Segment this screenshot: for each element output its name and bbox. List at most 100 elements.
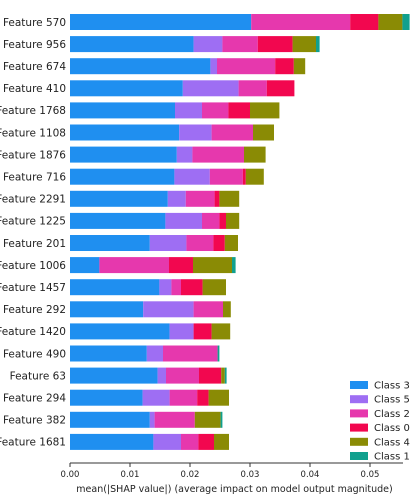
bar-segment-class-0-12: [169, 257, 193, 274]
bar-segment-class-4-17: [221, 367, 225, 384]
bar-segment-class-2-14: [193, 301, 223, 318]
bar-segment-class-5-3: [210, 58, 217, 75]
bar-segment-class-2-11: [186, 235, 214, 251]
bar-segment-class-5-13: [159, 279, 172, 296]
bar-segment-class-5-15: [169, 323, 194, 340]
bar-segment-class-4-18: [208, 389, 229, 406]
bar-segment-class-3-8: [70, 168, 175, 185]
bar-segment-class-0-2: [257, 36, 293, 53]
bar-segment-class-1-19: [220, 411, 223, 428]
bar-segment-class-1-2: [316, 36, 320, 53]
bar-segment-class-4-6: [253, 124, 274, 141]
category-label: Feature 292: [3, 304, 66, 316]
bar-segment-class-0-3: [275, 58, 294, 75]
bar-segment-class-5-18: [142, 389, 170, 406]
x-tick-label: 0.00: [61, 470, 80, 480]
bar-segment-class-0-4: [266, 80, 295, 97]
bar-segment-class-5-20: [153, 433, 181, 450]
bar-segment-class-5-17: [157, 367, 166, 384]
bar-segment-class-5-11: [149, 235, 187, 251]
legend-swatch: [350, 423, 368, 432]
bar-segment-class-4-3: [293, 58, 306, 75]
bar-segment-class-1-16: [217, 345, 220, 362]
bar-segment-class-2-17: [166, 367, 199, 384]
bar-segment-class-0-10: [219, 212, 226, 229]
legend-label: Class 3: [374, 381, 410, 392]
category-label: Feature 716: [3, 172, 66, 184]
bar-segment-class-2-5: [202, 102, 229, 119]
legend-label: Class 4: [374, 437, 410, 448]
bar-segment-class-5-14: [143, 301, 194, 318]
bar-segment-class-5-8: [174, 168, 210, 185]
x-tick-label: 0.03: [241, 470, 260, 480]
category-label: Feature 674: [3, 61, 66, 73]
category-label: Feature 1457: [0, 282, 66, 294]
bar-segment-class-3-7: [70, 146, 177, 163]
bar-segment-class-3-9: [70, 190, 168, 207]
bar-segment-class-2-16: [163, 345, 218, 362]
legend-label: Class 5: [374, 395, 410, 406]
bar-segment-class-4-8: [245, 168, 264, 185]
bar-segment-class-3-4: [70, 80, 183, 97]
category-label: Feature 294: [3, 393, 66, 405]
bar-segment-class-2-2: [222, 36, 258, 53]
legend-swatch: [350, 409, 368, 418]
legend-label: Class 2: [374, 409, 410, 420]
legend-swatch: [350, 395, 368, 404]
bar-segment-class-3-20: [70, 433, 154, 450]
bar-segment-class-1-12: [232, 257, 236, 274]
category-label: Feature 382: [3, 415, 66, 427]
bar-segment-class-4-19: [194, 411, 221, 428]
legend-label: Class 0: [374, 423, 410, 434]
bar-segment-class-4-2: [292, 36, 316, 53]
bar-segment-class-3-6: [70, 124, 180, 141]
x-tick-label: 0.02: [181, 470, 200, 480]
bar-segment-class-1-1: [402, 14, 410, 30]
bar-segment-class-0-20: [198, 433, 214, 450]
bar-segment-class-5-10: [165, 212, 202, 229]
bar-segment-class-2-12: [99, 257, 169, 274]
category-labels: Feature 570 Feature 956 Feature 674 Feature…: [0, 17, 66, 449]
category-label: Feature 1420: [0, 326, 66, 338]
category-label: Feature 1108: [0, 127, 66, 139]
legend-label: Class 1: [374, 452, 410, 463]
bar-segment-class-4-15: [211, 323, 231, 340]
category-label: Feature 1681: [0, 437, 66, 449]
bar-segment-class-3-1: [70, 14, 252, 30]
bar-segment-class-3-18: [70, 389, 143, 406]
category-label: Feature 490: [3, 348, 66, 360]
bar-segment-class-2-8: [209, 168, 243, 185]
bar-segment-class-2-7: [192, 146, 244, 163]
bar-segment-class-2-9: [185, 190, 215, 207]
bar-segment-class-5-16: [146, 345, 163, 362]
category-label: Feature 1876: [0, 149, 66, 161]
bar-segment-class-2-3: [217, 58, 276, 75]
category-label: Feature 956: [3, 39, 66, 51]
bar-segment-class-0-1: [350, 14, 379, 30]
bar-segment-class-0-15: [193, 323, 212, 340]
bar-segment-class-3-15: [70, 323, 170, 340]
bar-segment-class-5-4: [182, 80, 239, 97]
category-label: Feature 1768: [0, 105, 66, 117]
bar-segment-class-0-13: [181, 279, 203, 296]
bar-segment-class-4-5: [250, 102, 280, 119]
bar-segment-class-3-11: [70, 235, 150, 251]
bar-segment-class-0-8: [242, 168, 246, 185]
category-label: Feature 410: [3, 83, 66, 95]
category-label: Feature 63: [10, 370, 66, 382]
bar-segment-class-5-2: [193, 36, 223, 53]
bar-segment-class-5-6: [179, 124, 212, 141]
bar-segment-class-0-11: [213, 235, 225, 251]
bar-segment-class-2-18: [169, 389, 198, 406]
bar-segment-class-3-14: [70, 301, 144, 318]
category-label: Feature 2291: [0, 194, 66, 206]
bar-segment-class-0-5: [228, 102, 250, 119]
bar-segment-class-4-13: [202, 279, 226, 296]
bar-segment-class-0-18: [197, 389, 209, 406]
category-label: Feature 1006: [0, 260, 66, 272]
bar-segment-class-5-7: [176, 146, 193, 163]
bar-segment-class-5-9: [167, 190, 186, 207]
bar-segment-class-2-4: [238, 80, 267, 97]
bar-segment-class-0-9: [214, 190, 220, 207]
